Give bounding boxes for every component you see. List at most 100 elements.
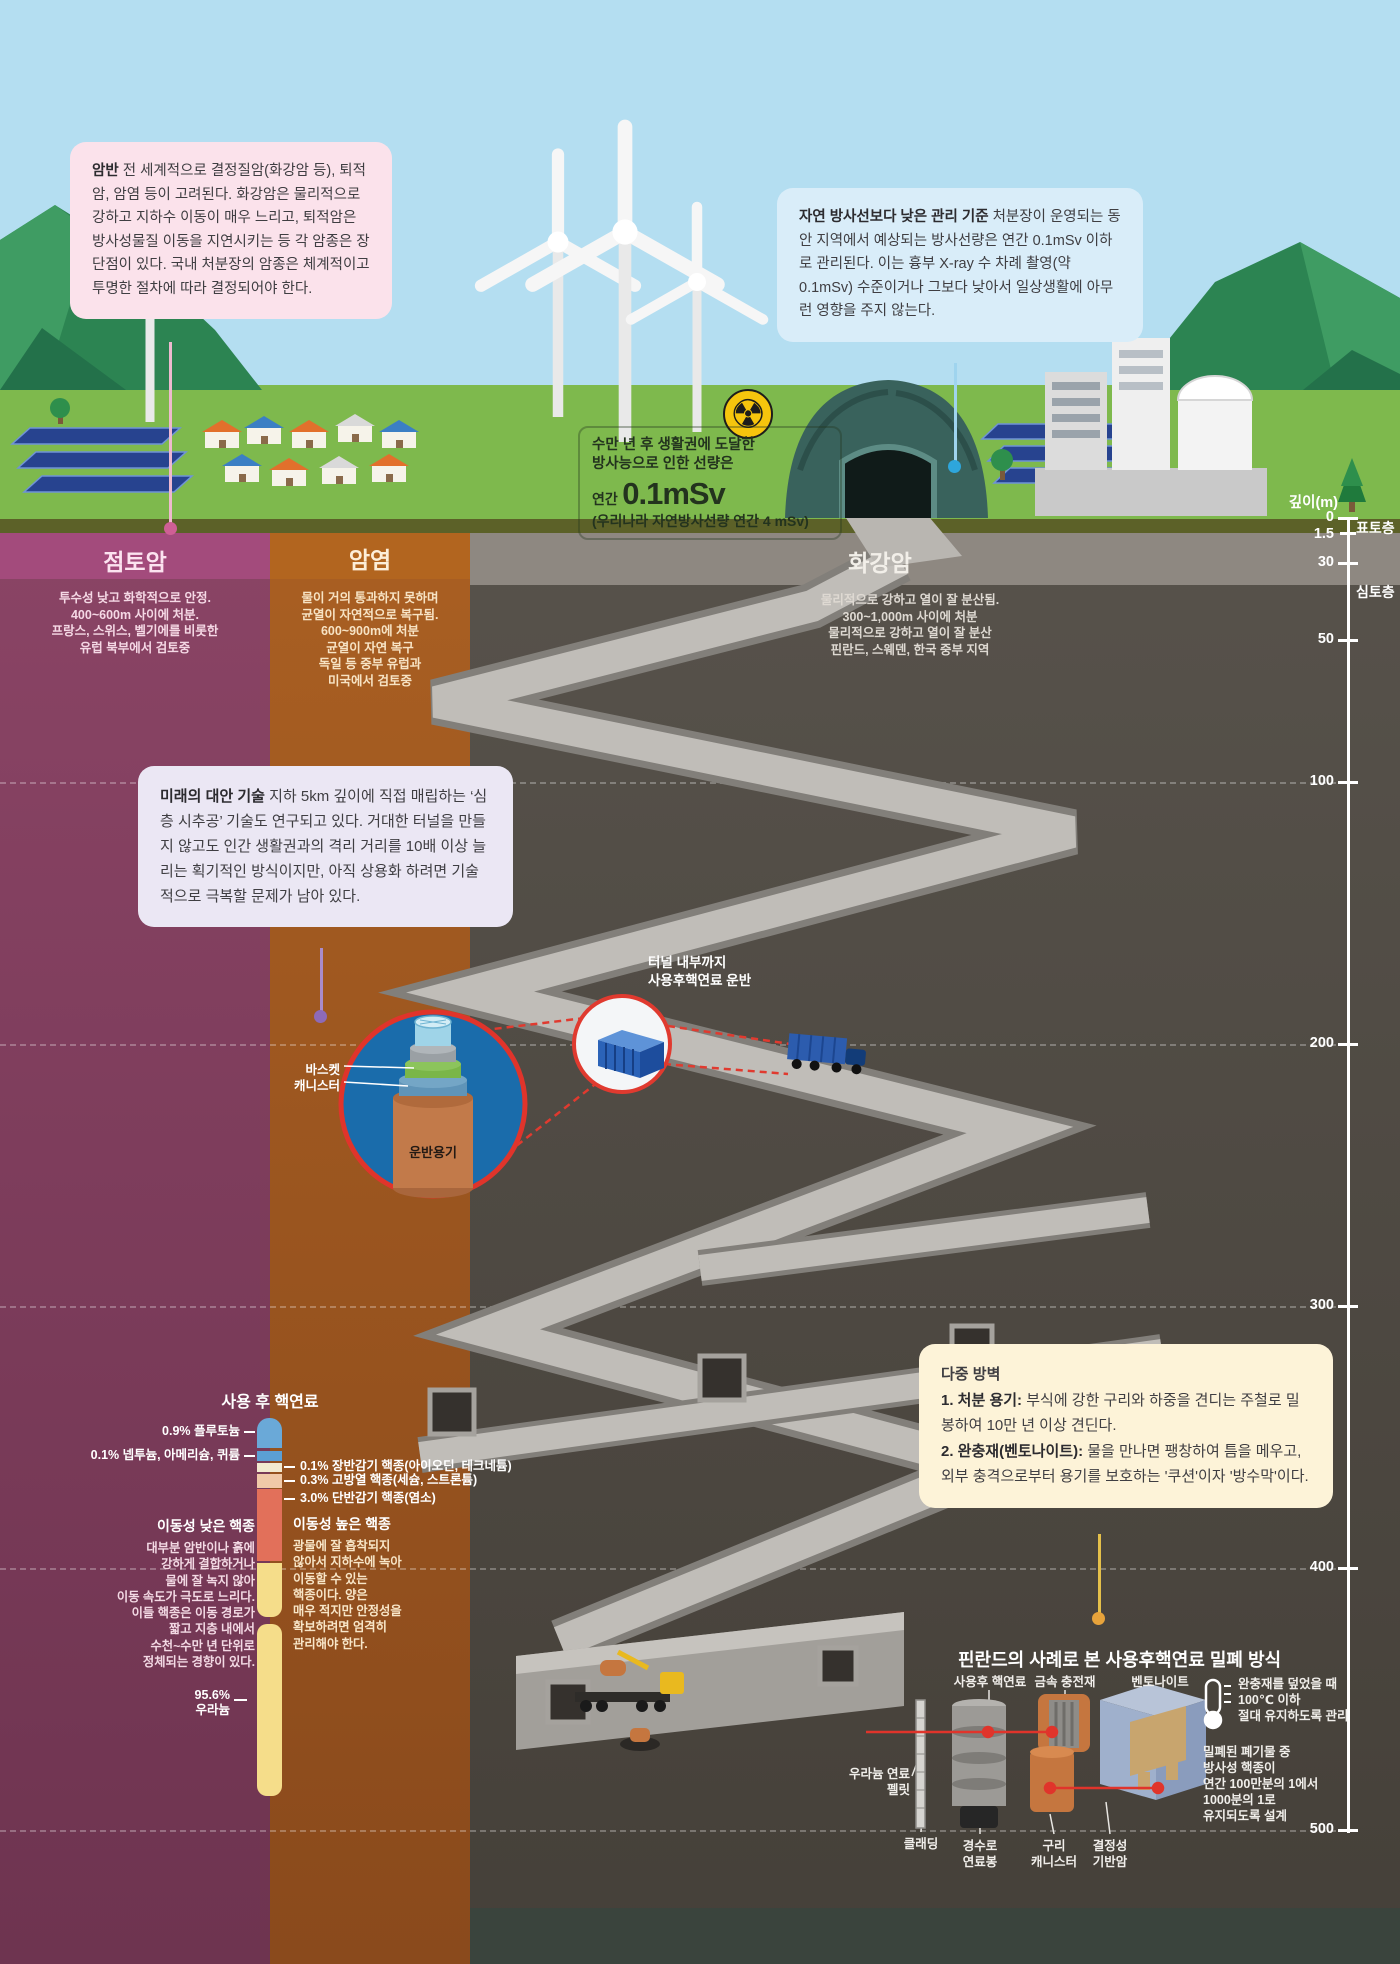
label-tick (284, 1498, 295, 1500)
topsoil-strip (0, 519, 1400, 533)
rock-callout-leader (169, 342, 172, 528)
fuel-seg-plutonium (257, 1418, 282, 1448)
ruler-tick (1338, 1829, 1358, 1832)
finland-title: 핀란드의 사례로 본 사용후핵연료 밀폐 방식 (958, 1650, 1282, 1670)
transport-truck (787, 1033, 866, 1075)
depth-tick-0: 0 (1325, 509, 1334, 525)
fuel-seg-uranium-a (257, 1563, 282, 1617)
ruler-tick (1338, 639, 1358, 642)
fuel-label-high-heat: 0.3% 고방열 핵종(세슘, 스트론튬) (300, 1473, 478, 1487)
high-mobility-body: 광물에 잘 흡착되지 않아서 지하수에 녹아 이동할 수 있는 핵종이다. 양은… (293, 1539, 402, 1651)
fuel-chart-title: 사용 후 핵연료 (221, 1394, 319, 1411)
label-tick (244, 1431, 255, 1433)
standard-callout-leader (954, 363, 957, 465)
standard-callout: 자연 방사선보다 낮은 관리 기준 처분장이 운영되는 동안 지역에서 예상되는… (777, 188, 1143, 342)
disposal-gallery-tunnels (417, 1192, 1165, 1750)
low-mobility-body: 대부분 암반이나 흙에 강하게 결합하거나 물에 잘 녹지 않아 이동 속도가 … (116, 1541, 255, 1670)
ruler-tick (1338, 1305, 1358, 1308)
depth-tick-300: 300 (1309, 1297, 1334, 1313)
container-label: 운반용기 (409, 1145, 457, 1160)
future-callout: 미래의 대안 기술 지하 5km 깊이에 직접 매립하는 ‘심층 시추공’ 기술… (138, 766, 513, 927)
future-callout-head: 미래의 대안 기술 (160, 788, 265, 805)
finland-thermo-note: 완충재를 덮었을 때 100℃ 이하 절대 유지하도록 관리 (1238, 1677, 1349, 1723)
rock-callout: 암반 전 세계적으로 결정질암(화강암 등), 퇴적암, 암염 등이 고려된다.… (70, 142, 392, 319)
fuel-seg-uranium-b (257, 1624, 282, 1796)
thermometer-icon (1203, 1678, 1231, 1730)
rock-callout-dot (164, 522, 177, 535)
dose-line1: 수만 년 후 생활권에 도달한 (592, 437, 755, 453)
barrier-callout-dot (1092, 1612, 1105, 1625)
clay-header-band (0, 533, 270, 579)
finland-label-metal-filler: 금속 충전재 (1034, 1675, 1096, 1689)
fuel-seg-long-halflife (257, 1463, 282, 1472)
rock-callout-body: 전 세계적으로 결정질암(화강암 등), 퇴적암, 암염 등이 고려된다. 화강… (92, 163, 370, 297)
village-houses (202, 414, 419, 486)
depth-unit-label: 깊이(m) (1288, 495, 1338, 511)
high-mobility-head: 이동성 높은 핵종 (293, 1516, 391, 1532)
barrier-callout: 다중 방벽 1. 처분 용기: 부식에 강한 구리와 하중을 견디는 주철로 밀… (919, 1344, 1333, 1508)
basket-label: 바스켓 (305, 1063, 340, 1077)
barrier-item2-body: 물을 만나면 팽창하여 틈을 메우고, 외부 충격으로부터 용기를 보호하는 '… (941, 1442, 1309, 1486)
granite-title: 화강암 (848, 550, 912, 576)
ruler-tick (1338, 562, 1358, 565)
barrier-item1-body: 부식에 강한 구리와 하중을 견디는 주철로 밀봉하여 10만 년 이상 견딘다… (941, 1391, 1300, 1435)
label-tick (284, 1466, 295, 1468)
fuel-label-short-halflife: 3.0% 단반감기 핵종(염소) (300, 1491, 436, 1505)
dose-note: 수만 년 후 생활권에 도달한 방사능으로 인한 선량은 연간 0.1mSv (… (578, 426, 842, 540)
depth-line-100m (0, 782, 1336, 784)
rock-callout-head: 암반 (92, 163, 119, 179)
bedrock-bottom-band (470, 1908, 1400, 1964)
nuclear-plant-buildings (1035, 338, 1267, 516)
barrier-item1-head: 1. 처분 용기: (941, 1391, 1023, 1409)
depth-tick-50: 50 (1317, 631, 1334, 647)
depth-ruler-line (1347, 518, 1350, 1833)
granite-desc: 물리적으로 강하고 열이 잘 분산됨. 300~1,000m 사이에 처분 물리… (820, 593, 1000, 657)
barrier-item-2: 2. 완충재(벤토나이트): 물을 만나면 팽창하여 틈을 메우고, 외부 충격… (941, 1439, 1311, 1490)
low-mobility-head: 이동성 낮은 핵종 (157, 1518, 255, 1534)
barrier-title: 다중 방벽 (941, 1366, 1001, 1383)
standard-callout-head: 자연 방사선보다 낮은 관리 기준 (799, 209, 989, 225)
dose-value-row: 연간 0.1mSv (592, 476, 828, 512)
canister-label: 캐니스터 (293, 1079, 340, 1093)
label-tick (284, 1480, 295, 1482)
standard-callout-body: 처분장이 운영되는 동안 지역에서 예상되는 방사선량은 연간 0.1mSv 이… (799, 209, 1121, 319)
label-tick (234, 1699, 247, 1701)
ruler-tick (1338, 517, 1358, 520)
svg-text:☢: ☢ (730, 393, 766, 437)
salt-header-band (270, 533, 470, 579)
topsoil-label: 표토층 (1356, 520, 1395, 536)
fuel-label-uranium: 95.6% 우라늄 (194, 1688, 230, 1717)
standard-callout-dot (948, 460, 961, 473)
access-ramp-tunnel (378, 539, 1097, 1664)
fuel-seg-high-heat (257, 1474, 282, 1488)
depth-line-300m (0, 1306, 1336, 1308)
future-callout-dot (314, 1010, 327, 1023)
finland-label-spent-fuel: 사용후 핵연료 (953, 1675, 1027, 1689)
ruler-tick (1340, 532, 1356, 535)
barrier-item2-head: 2. 완충재(벤토나이트): (941, 1442, 1084, 1460)
barrier-callout-leader (1098, 1534, 1101, 1616)
depth-tick-200: 200 (1309, 1035, 1334, 1051)
fuel-label-plutonium: 0.9% 플루토늄 (162, 1424, 240, 1438)
subsoil-label: 심토층 (1356, 584, 1395, 600)
fuel-label-neptunium: 0.1% 넵투늄, 아메리슘, 퀴륨 (90, 1448, 240, 1462)
transport-label: 터널 내부까지 사용후핵연료 운반 (648, 955, 752, 988)
finland-label-bedrock: 결정성 기반암 (1092, 1839, 1128, 1869)
ruler-tick (1338, 1043, 1358, 1046)
finland-label-bentonite: 벤토나이트 (1131, 1675, 1189, 1689)
finland-design-note: 밀폐된 폐기물 중 방사성 핵종이 연간 100만분의 1에서 1000분의 1… (1203, 1745, 1319, 1823)
depth-tick-1-5: 1.5 (1313, 526, 1334, 542)
container-detail-circle (572, 994, 672, 1094)
tunnel-entrance (785, 380, 988, 568)
depth-line-500m (0, 1830, 1336, 1832)
finland-label-cladding: 클래딩 (903, 1837, 939, 1851)
label-tick (244, 1455, 255, 1457)
dose-prefix: 연간 (592, 491, 618, 507)
fuel-seg-short-halflife (257, 1489, 282, 1561)
finland-label-copper-canister: 구리 캐니스터 (1030, 1839, 1077, 1869)
clay-desc: 투수성 낮고 화학적으로 안정. 400~600m 사이에 처분. 프랑스, 스… (51, 591, 219, 655)
depth-tick-500: 500 (1309, 1821, 1334, 1837)
canister-cutaway-diagram (338, 1009, 528, 1199)
